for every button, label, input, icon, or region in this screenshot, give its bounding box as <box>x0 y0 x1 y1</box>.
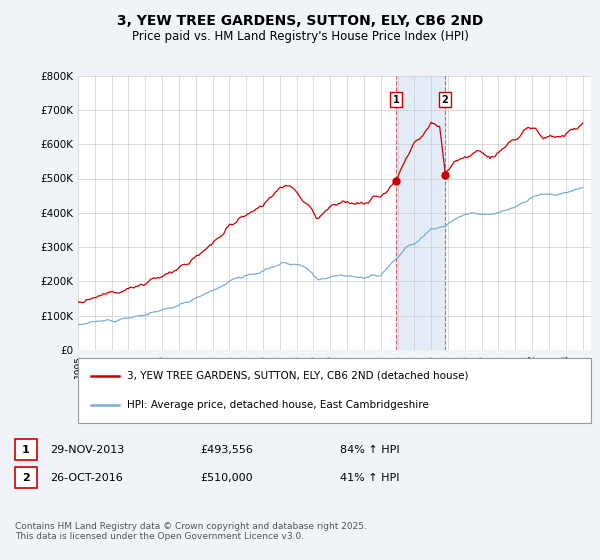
Text: 2: 2 <box>22 473 30 483</box>
Text: 29-NOV-2013: 29-NOV-2013 <box>50 445 124 455</box>
Text: 2: 2 <box>442 95 448 105</box>
Text: HPI: Average price, detached house, East Cambridgeshire: HPI: Average price, detached house, East… <box>127 400 428 410</box>
FancyBboxPatch shape <box>78 358 591 423</box>
Text: 1: 1 <box>392 95 400 105</box>
Text: 41% ↑ HPI: 41% ↑ HPI <box>340 473 400 483</box>
Bar <box>396 76 445 350</box>
Bar <box>15 439 37 460</box>
Text: 1: 1 <box>22 445 30 455</box>
Text: 84% ↑ HPI: 84% ↑ HPI <box>340 445 400 455</box>
Text: Price paid vs. HM Land Registry's House Price Index (HPI): Price paid vs. HM Land Registry's House … <box>131 30 469 43</box>
Bar <box>15 467 37 488</box>
Text: 26-OCT-2016: 26-OCT-2016 <box>50 473 123 483</box>
Text: £493,556: £493,556 <box>200 445 253 455</box>
Text: Contains HM Land Registry data © Crown copyright and database right 2025.
This d: Contains HM Land Registry data © Crown c… <box>15 522 367 542</box>
Text: 3, YEW TREE GARDENS, SUTTON, ELY, CB6 2ND (detached house): 3, YEW TREE GARDENS, SUTTON, ELY, CB6 2N… <box>127 371 468 381</box>
Text: 3, YEW TREE GARDENS, SUTTON, ELY, CB6 2ND: 3, YEW TREE GARDENS, SUTTON, ELY, CB6 2N… <box>117 14 483 28</box>
Text: £510,000: £510,000 <box>200 473 253 483</box>
